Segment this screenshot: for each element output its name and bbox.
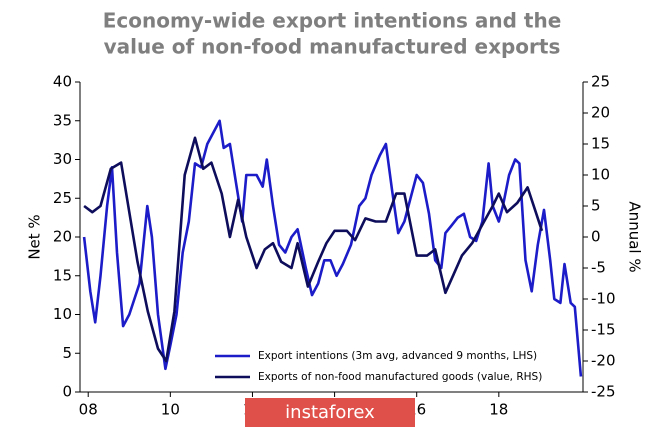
y-tick-label: 5 xyxy=(62,344,72,362)
legend-label: Exports of non-food manufactured goods (… xyxy=(258,371,542,383)
y-tick-label: 25 xyxy=(53,189,72,207)
y2-axis-label: Annual % xyxy=(626,201,644,272)
y2-tick-label: 20 xyxy=(591,104,610,122)
y-axis-label: Net % xyxy=(26,214,44,259)
y-tick-label: 15 xyxy=(53,266,72,284)
y2-tick-label: -5 xyxy=(591,259,606,277)
legend-label: Export intentions (3m avg, advanced 9 mo… xyxy=(258,350,537,362)
y2-tick-label: 10 xyxy=(591,166,610,184)
y2-tick-label: -15 xyxy=(591,321,616,339)
y-tick-label: 20 xyxy=(53,228,72,246)
chart-title-line: Economy-wide export intentions and the xyxy=(103,9,562,33)
series-line xyxy=(82,119,583,377)
x-tick-label: 08 xyxy=(79,401,98,419)
x-tick-label: 10 xyxy=(161,401,180,419)
y-tick-label: 30 xyxy=(53,150,72,168)
series-line xyxy=(83,136,544,363)
watermark-box xyxy=(245,398,415,427)
y-tick-label: 0 xyxy=(62,383,72,401)
watermark: instaforex xyxy=(285,402,375,423)
y2-tick-label: -10 xyxy=(591,290,616,308)
y2-tick-label: 15 xyxy=(591,135,610,153)
y2-tick-label: 25 xyxy=(591,73,610,91)
chart-title-line: value of non-food manufactured exports xyxy=(104,35,561,59)
y2-tick-label: -25 xyxy=(591,383,616,401)
x-tick-label: 18 xyxy=(489,401,508,419)
y2-tick-label: -20 xyxy=(591,352,616,370)
y2-tick-label: 0 xyxy=(591,228,601,246)
y-tick-label: 10 xyxy=(53,305,72,323)
y-tick-label: 35 xyxy=(53,111,72,129)
y2-tick-label: 5 xyxy=(591,197,601,215)
y-tick-label: 40 xyxy=(53,73,72,91)
